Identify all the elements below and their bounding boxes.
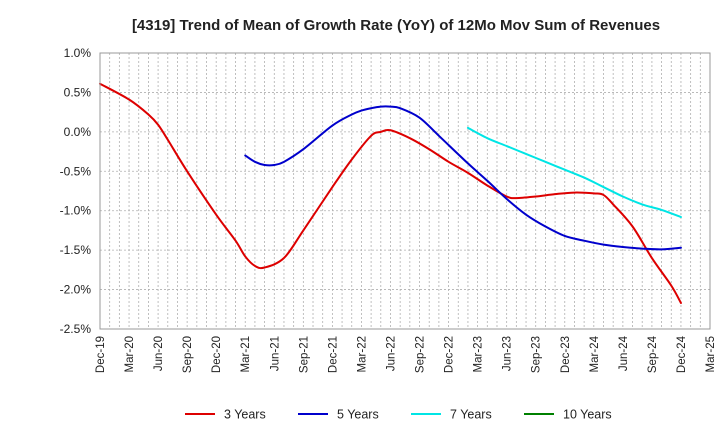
- series-lines: [99, 82, 682, 304]
- x-tick-label: Mar-21: [240, 336, 252, 372]
- x-tick-label: Sep-24: [647, 335, 659, 373]
- x-tick-label: Jun-20: [153, 336, 165, 371]
- x-tick-label: Sep-21: [298, 336, 310, 373]
- x-tick-label: Mar-22: [356, 336, 368, 372]
- legend: 3 Years 5 Years 7 Years 10 Years: [185, 408, 612, 422]
- x-tick-label: Dec-23: [560, 336, 572, 373]
- x-tick-label: Mar-20: [124, 336, 136, 372]
- y-axis-ticks: 1.0% 0.5% 0.0% -0.5% -1.0% -1.5% -2.0% -2.5%: [60, 46, 92, 336]
- x-tick-label: Dec-21: [327, 336, 339, 373]
- series-line-7-years: [466, 126, 682, 219]
- x-tick-label: Mar-24: [589, 335, 601, 372]
- grid: [100, 53, 710, 329]
- x-tick-label: Jun-23: [502, 336, 514, 371]
- y-tick-label: 0.0%: [64, 125, 92, 139]
- x-tick-label: Dec-19: [95, 336, 107, 373]
- legend-label-7-years: 7 Years: [450, 408, 492, 422]
- plot-frame: [99, 52, 711, 330]
- x-tick-label: Sep-23: [531, 336, 543, 373]
- y-tick-label: 0.5%: [64, 85, 92, 99]
- x-tick-label: Mar-23: [473, 336, 485, 372]
- x-tick-label: Jun-22: [385, 336, 397, 371]
- legend-label-3-years: 3 Years: [224, 408, 266, 422]
- y-tick-label: -1.5%: [60, 243, 92, 257]
- y-tick-label: -2.5%: [60, 322, 92, 336]
- legend-label-5-years: 5 Years: [337, 408, 379, 422]
- x-tick-label: Dec-20: [211, 336, 223, 373]
- chart-title: [4319] Trend of Mean of Growth Rate (YoY…: [132, 17, 660, 34]
- legend-label-10-years: 10 Years: [563, 408, 612, 422]
- y-tick-label: -2.0%: [60, 283, 92, 297]
- x-tick-label: Dec-24: [676, 335, 688, 373]
- x-tick-label: Jun-24: [618, 335, 630, 371]
- y-tick-label: -1.0%: [60, 204, 92, 218]
- series-line-3-years: [99, 82, 682, 304]
- y-tick-label: 1.0%: [64, 46, 92, 60]
- x-tick-label: Sep-20: [182, 336, 194, 373]
- x-axis-ticks: Dec-19 Mar-20 Jun-20 Sep-20 Dec-20 Mar-21 Jun-…: [95, 335, 717, 373]
- x-tick-label: Dec-22: [444, 336, 456, 373]
- y-tick-label: -0.5%: [60, 164, 92, 178]
- x-tick-label: Jun-21: [269, 336, 281, 371]
- series-line-5-years: [244, 105, 682, 251]
- x-tick-label: Sep-22: [415, 336, 427, 373]
- x-tick-label: Mar-25: [705, 336, 717, 372]
